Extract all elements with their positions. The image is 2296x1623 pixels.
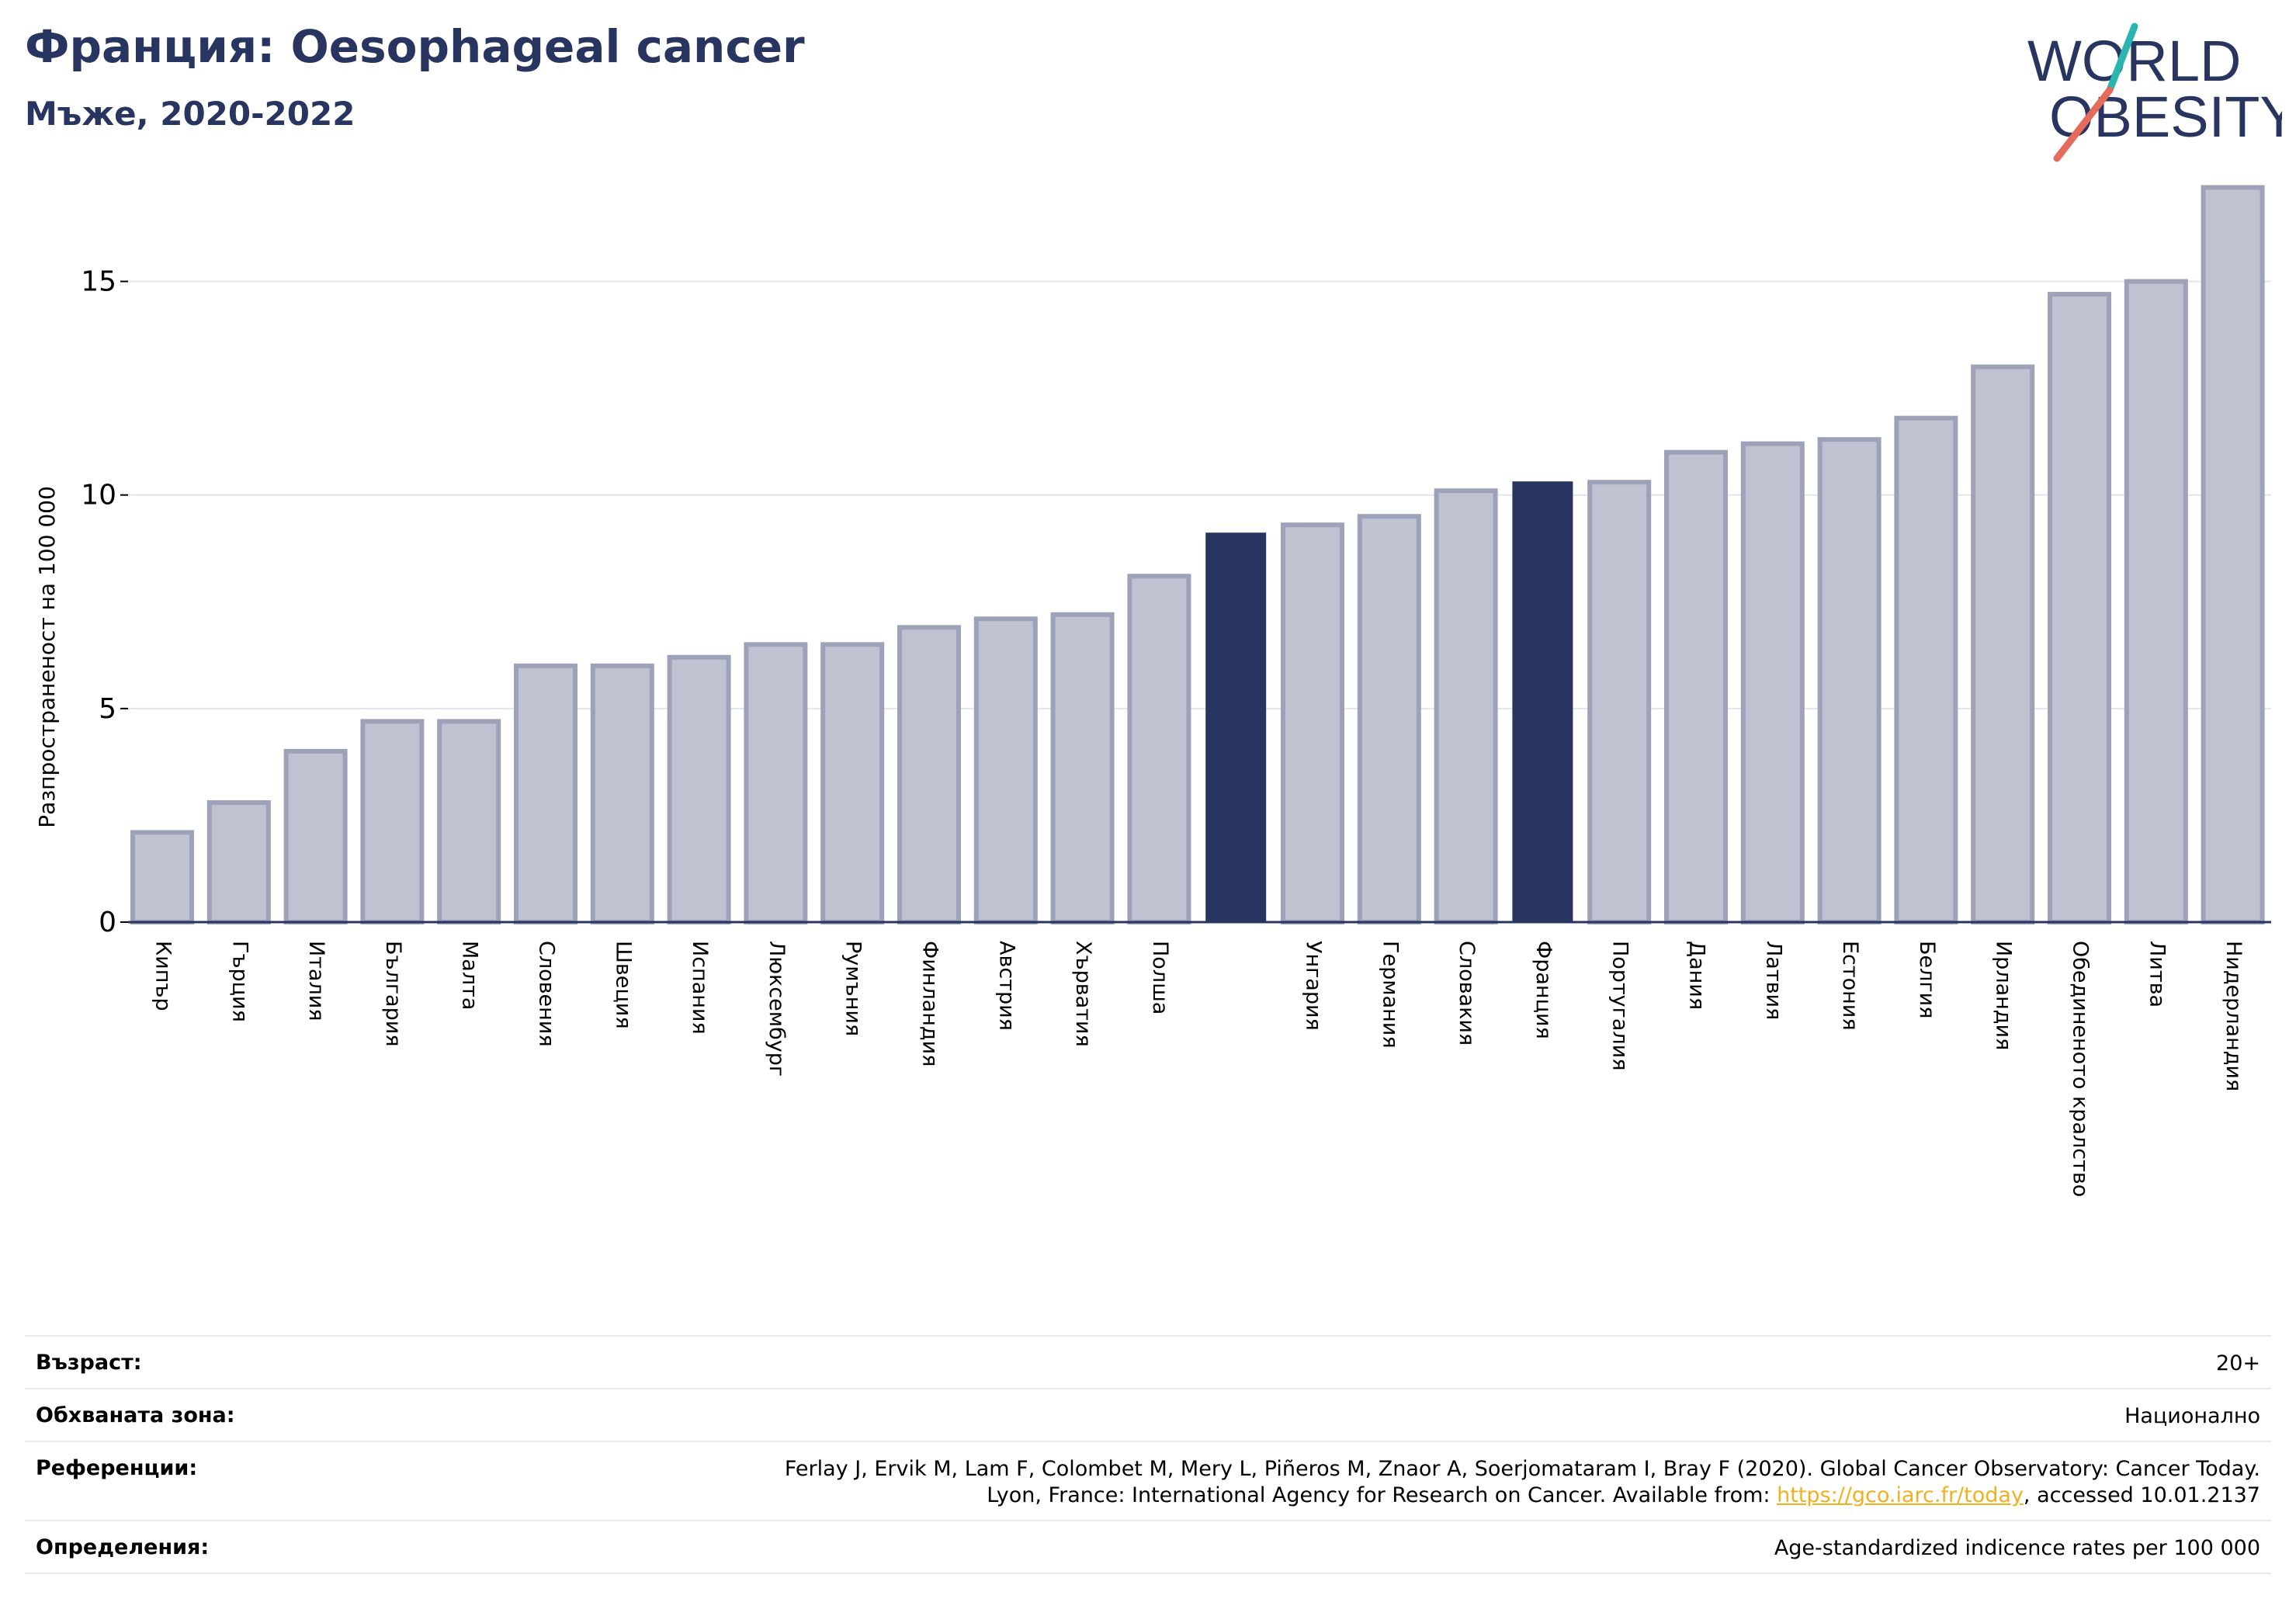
bar (897, 625, 961, 924)
bar (590, 663, 654, 924)
x-tick-label: Дания (1685, 941, 1709, 1010)
x-tick-label: Хърватия (1071, 941, 1095, 1047)
bar (283, 748, 348, 925)
x-tick-label: Нидерландия (2221, 941, 2246, 1091)
x-tick-label: Обединеното кралство (2069, 941, 2093, 1197)
x-tick-label: Франция (1531, 941, 1556, 1039)
y-tick-label: 15 (81, 266, 116, 298)
x-tick-label: Испания (688, 941, 712, 1035)
x-tick-label: Швеция (611, 941, 635, 1029)
logo-world-text: WORLD (2027, 29, 2241, 93)
bars (130, 185, 2265, 925)
x-tick-label: Люксембург (765, 941, 789, 1077)
meta-row-coverage: Обхваната зона: Национално (25, 1388, 2271, 1441)
references-line1: Ferlay J, Ervik M, Lam F, Colombet M, Me… (784, 1457, 2260, 1481)
bar (667, 654, 731, 925)
coverage-value: Национално (2124, 1404, 2260, 1428)
logo-slash-coral (2053, 86, 2114, 162)
chart-title: Франция: Oesophageal cancer (25, 20, 805, 73)
bar (130, 830, 194, 924)
x-tick-label: Кипър (151, 941, 175, 1011)
x-tick-label: Малта (458, 941, 482, 1010)
bar-highlight (1205, 532, 1267, 923)
y-axis-label: Разпространеност на 100 000 (34, 486, 60, 828)
bar (2048, 292, 2111, 924)
age-value: 20+ (2216, 1351, 2260, 1375)
references-label: Референции: (36, 1456, 198, 1480)
meta-row-age: Възраст: 20+ (25, 1335, 2271, 1388)
references-line2-suffix: , accessed 10.01.2137 (2023, 1483, 2260, 1507)
bar (2124, 279, 2188, 925)
bar (744, 642, 808, 924)
age-label: Възраст: (36, 1351, 142, 1375)
x-tick-label: България (381, 941, 405, 1047)
metadata-table: Възраст: 20+ Обхваната зона: Национално … (25, 1335, 2271, 1574)
x-tick-label: Латвия (1761, 941, 1785, 1020)
coverage-label: Обхваната зона: (36, 1403, 235, 1427)
x-tick-label: Италия (304, 941, 328, 1021)
references-link[interactable]: https://gco.iarc.fr/today (1777, 1483, 2024, 1507)
bar (820, 642, 885, 924)
x-tick-label: Португалия (1608, 941, 1632, 1070)
references-line2-prefix: Lyon, France: International Agency for R… (987, 1483, 1777, 1507)
bar (1357, 514, 1421, 924)
bar (1740, 441, 1805, 924)
bar (1971, 364, 2035, 924)
bar (1127, 574, 1191, 924)
meta-row-definitions: Определения: Age-standardized indicence … (25, 1520, 2271, 1574)
bar (437, 719, 501, 924)
chart-subtitle: Мъже, 2020-2022 (25, 95, 355, 133)
y-tick-labels: 0 5 10 15 (81, 266, 128, 938)
x-tick-label: Унгария (1302, 941, 1326, 1031)
y-tick-label: 10 (81, 480, 116, 512)
bar (1050, 612, 1115, 925)
x-tick-label: Полша (1148, 941, 1172, 1014)
references-value: Ferlay J, Ervik M, Lam F, Colombet M, Me… (785, 1456, 2260, 1509)
definitions-value: Age-standardized indicence rates per 100… (1774, 1536, 2260, 1560)
x-tick-label: Белгия (1915, 941, 1939, 1018)
bar (360, 719, 425, 924)
world-obesity-logo: WORLD OBESITY (2027, 23, 2282, 162)
x-tick-label: Австрия (994, 941, 1018, 1031)
bar (206, 799, 271, 925)
y-tick-label: 5 (99, 693, 116, 725)
x-tick-label: Словакия (1455, 941, 1479, 1046)
bar (2201, 185, 2265, 925)
bar (1894, 415, 1958, 924)
bar (973, 616, 1038, 924)
x-tick-label: Гърция (227, 941, 251, 1022)
bar (1664, 449, 1728, 924)
bar (514, 663, 577, 924)
x-tick-labels: Кипър Гърция Италия България Малта Словения Шв… (151, 941, 2246, 1197)
x-tick-label: Литва (2145, 941, 2169, 1007)
bar (1817, 437, 1882, 924)
bar (1281, 522, 1344, 925)
meta-row-references: Референции: Ferlay J, Ervik M, Lam F, Co… (25, 1441, 2271, 1520)
x-tick-label: Румъния (841, 941, 865, 1036)
y-tick-label: 0 (99, 907, 116, 938)
x-tick-label: Ирландия (1992, 941, 2016, 1050)
bar (1587, 480, 1652, 924)
x-tick-label: Германия (1378, 941, 1402, 1049)
x-tick-label: Естония (1838, 941, 1862, 1031)
x-tick-label: Словения (535, 941, 559, 1047)
definitions-label: Определения: (36, 1535, 210, 1559)
x-tick-label: Финландия (918, 941, 942, 1066)
bar (1434, 488, 1498, 924)
logo-slash-teal (2106, 23, 2138, 94)
bar-highlight (1512, 481, 1573, 923)
bar-chart: 0 5 10 15 Кипър Гърция Италия България Малта Сло… (34, 185, 2271, 1197)
